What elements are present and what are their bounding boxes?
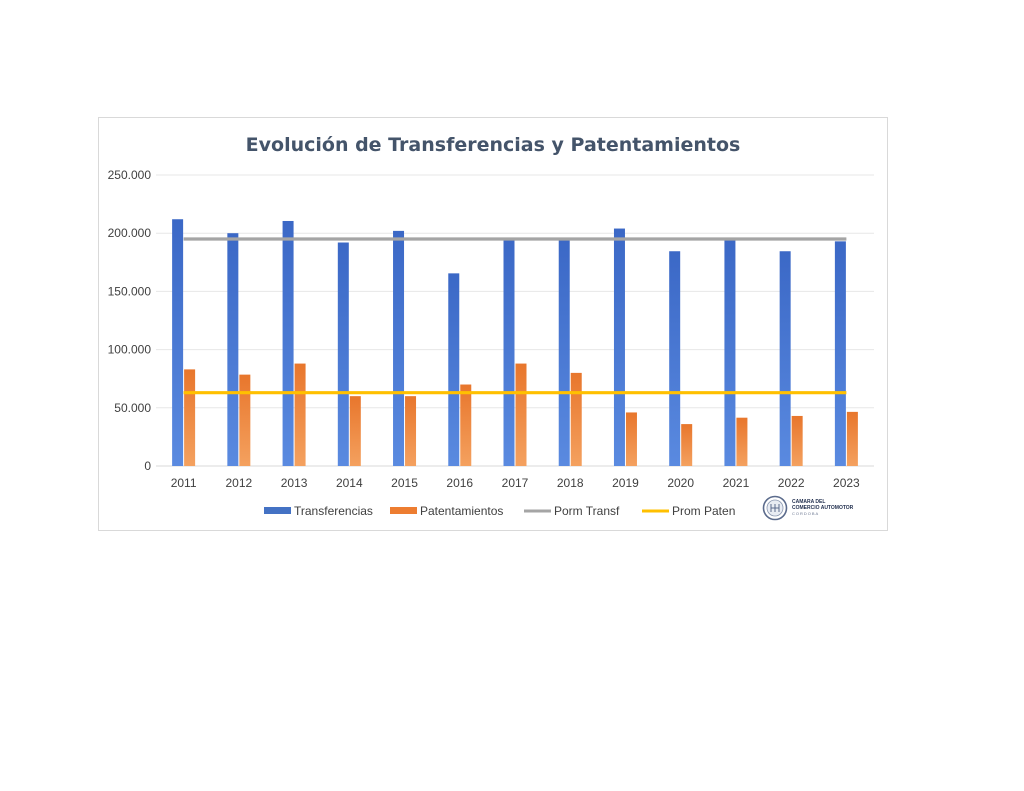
x-tick-label: 2013 xyxy=(281,476,308,490)
gear-shift-icon xyxy=(770,504,780,512)
x-tick-label: 2012 xyxy=(225,476,252,490)
bar-patentamientos-2015 xyxy=(405,396,417,466)
x-tick-label: 2022 xyxy=(778,476,805,490)
x-tick-label: 2023 xyxy=(833,476,860,490)
bar-patentamientos-2016 xyxy=(460,384,472,466)
average-lines xyxy=(183,237,847,395)
legend-swatch xyxy=(390,507,417,514)
bar-transferencias-2013 xyxy=(282,220,294,466)
logo-line-1: CAMARA DEL xyxy=(792,499,825,505)
bar-patentamientos-2022 xyxy=(791,415,803,466)
logo-line-3: CORDOBA xyxy=(792,511,819,516)
y-tick-label: 250.000 xyxy=(108,168,152,182)
x-axis-ticks: 2011 2012 2013 2014 2015 2016 2017 2018 2019 2020… xyxy=(171,476,860,490)
legend: Transferencias Patentamientos Porm Transf P… xyxy=(264,504,735,518)
y-axis-ticks: 0 50.000 100.000 150.000 200.000 250.000 xyxy=(108,168,152,473)
bar-patentamientos-2020 xyxy=(681,424,693,466)
x-tick-label: 2017 xyxy=(502,476,529,490)
bar-patentamientos-2014 xyxy=(349,396,361,466)
bar-transferencias-2018 xyxy=(558,240,570,466)
bar-transferencias-2014 xyxy=(337,242,349,466)
chart-title: Evolución de Transferencias y Patentamie… xyxy=(246,134,741,156)
x-tick-label: 2018 xyxy=(557,476,584,490)
logo-line-2: COMERCIO AUTOMOTOR xyxy=(792,505,854,511)
chamber-logo: CAMARA DEL COMERCIO AUTOMOTOR CORDOBA xyxy=(762,495,854,521)
bar-patentamientos-2017 xyxy=(515,363,527,466)
chart-frame: Evolución de Transferencias y Patentamie… xyxy=(98,117,888,531)
bar-patentamientos-2021 xyxy=(736,417,748,466)
legend-swatch xyxy=(264,507,291,514)
bar-layer xyxy=(172,219,858,466)
bar-patentamientos-2018 xyxy=(570,372,582,466)
x-tick-label: 2014 xyxy=(336,476,363,490)
bar-transferencias-2016 xyxy=(448,273,460,466)
legend-label: Transferencias xyxy=(294,504,373,518)
bar-patentamientos-2012 xyxy=(239,374,251,466)
x-tick-label: 2019 xyxy=(612,476,639,490)
y-tick-label: 100.000 xyxy=(108,343,152,357)
bar-transferencias-2017 xyxy=(503,239,515,466)
bar-transferencias-2015 xyxy=(393,230,405,466)
bar-patentamientos-2013 xyxy=(294,363,306,466)
bar-transferencias-2020 xyxy=(669,251,681,466)
bar-transferencias-2023 xyxy=(834,241,846,466)
legend-label: Porm Transf xyxy=(554,504,620,518)
bar-patentamientos-2019 xyxy=(625,412,637,466)
bar-transferencias-2012 xyxy=(227,233,239,466)
legend-label: Patentamientos xyxy=(420,504,503,518)
x-tick-label: 2011 xyxy=(171,476,197,490)
y-tick-label: 200.000 xyxy=(108,226,152,240)
y-tick-label: 50.000 xyxy=(114,401,151,415)
bar-patentamientos-2023 xyxy=(846,411,858,466)
y-tick-label: 0 xyxy=(144,459,151,473)
bar-transferencias-2019 xyxy=(613,228,625,466)
x-tick-label: 2020 xyxy=(667,476,694,490)
bar-transferencias-2011 xyxy=(172,219,184,466)
grid-layer xyxy=(156,174,874,467)
bar-patentamientos-2011 xyxy=(184,369,196,466)
legend-label: Prom Paten xyxy=(672,504,735,518)
x-tick-label: 2021 xyxy=(723,476,750,490)
bar-transferencias-2022 xyxy=(779,251,791,466)
x-tick-label: 2015 xyxy=(391,476,418,490)
chart-svg: Evolución de Transferencias y Patentamie… xyxy=(108,134,874,521)
y-tick-label: 150.000 xyxy=(108,284,152,298)
bar-transferencias-2021 xyxy=(724,239,736,466)
x-tick-label: 2016 xyxy=(446,476,473,490)
